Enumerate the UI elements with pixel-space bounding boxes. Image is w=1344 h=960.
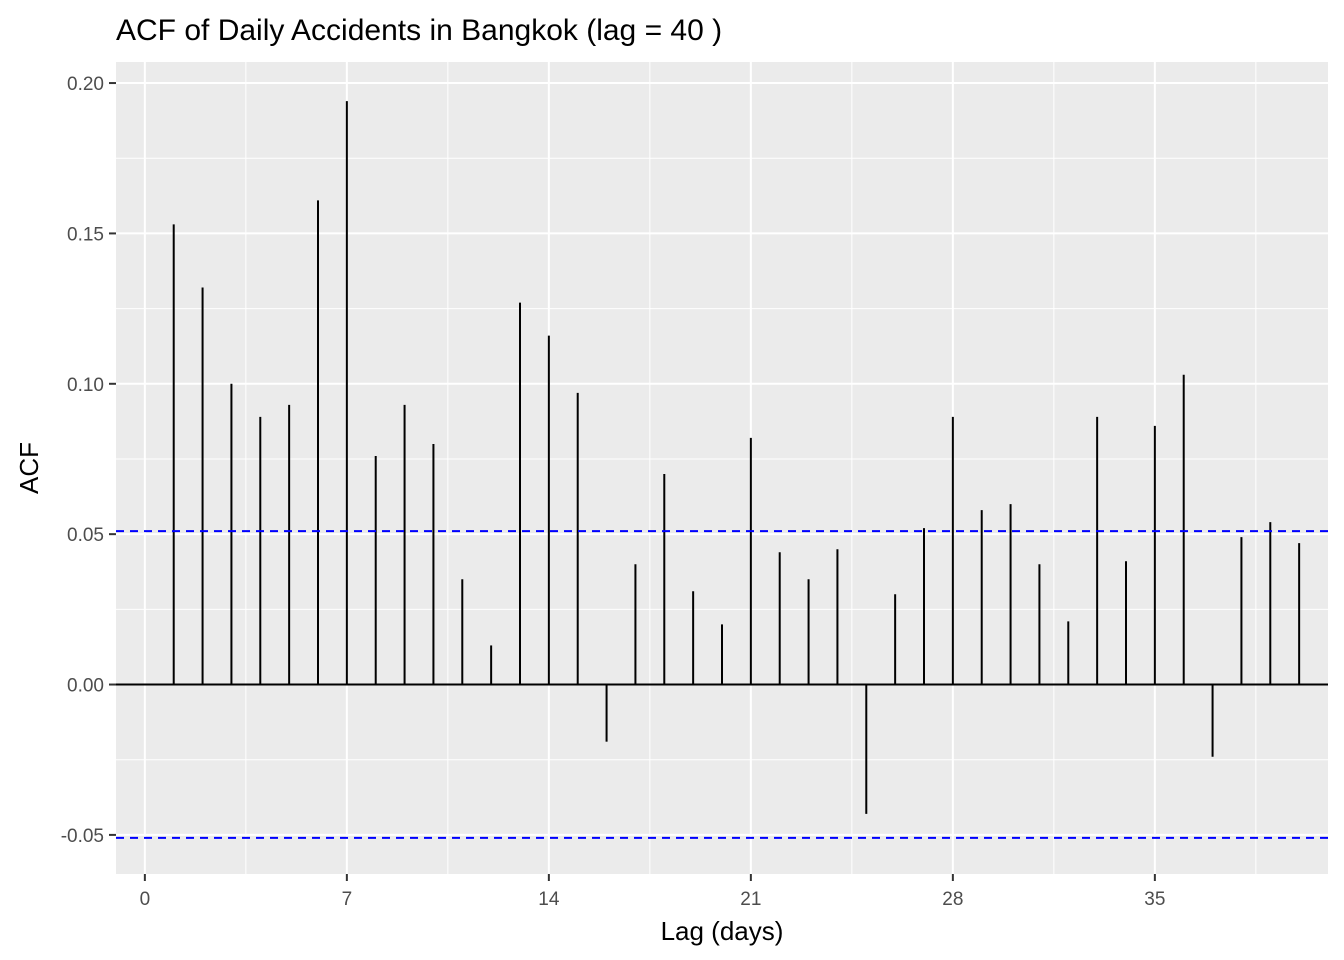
x-axis-title: Lag (days) — [661, 916, 784, 946]
y-tick-label: 0.00 — [67, 676, 104, 697]
y-tick-label: 0.10 — [67, 375, 104, 396]
y-tick-label: 0.05 — [67, 525, 104, 546]
chart-title: ACF of Daily Accidents in Bangkok (lag =… — [116, 14, 722, 47]
x-tick-label: 14 — [538, 889, 560, 910]
y-tick-label: -0.05 — [61, 826, 104, 847]
x-tick-label: 35 — [1144, 889, 1165, 910]
acf-stems — [172, 101, 1301, 814]
plot-panel — [116, 62, 1328, 874]
y-tick-label: 0.15 — [67, 224, 104, 245]
x-tick-label: 28 — [942, 889, 963, 910]
x-axis: 0 7 14 21 28 35 — [140, 874, 1165, 910]
x-tick-label: 21 — [740, 889, 761, 910]
x-tick-label: 7 — [342, 889, 353, 910]
y-axis-title: ACF — [14, 442, 44, 494]
y-axis: -0.05 0.00 0.05 0.10 0.15 0.20 — [61, 74, 116, 847]
x-tick-label: 0 — [140, 889, 151, 910]
y-tick-label: 0.20 — [67, 74, 104, 95]
